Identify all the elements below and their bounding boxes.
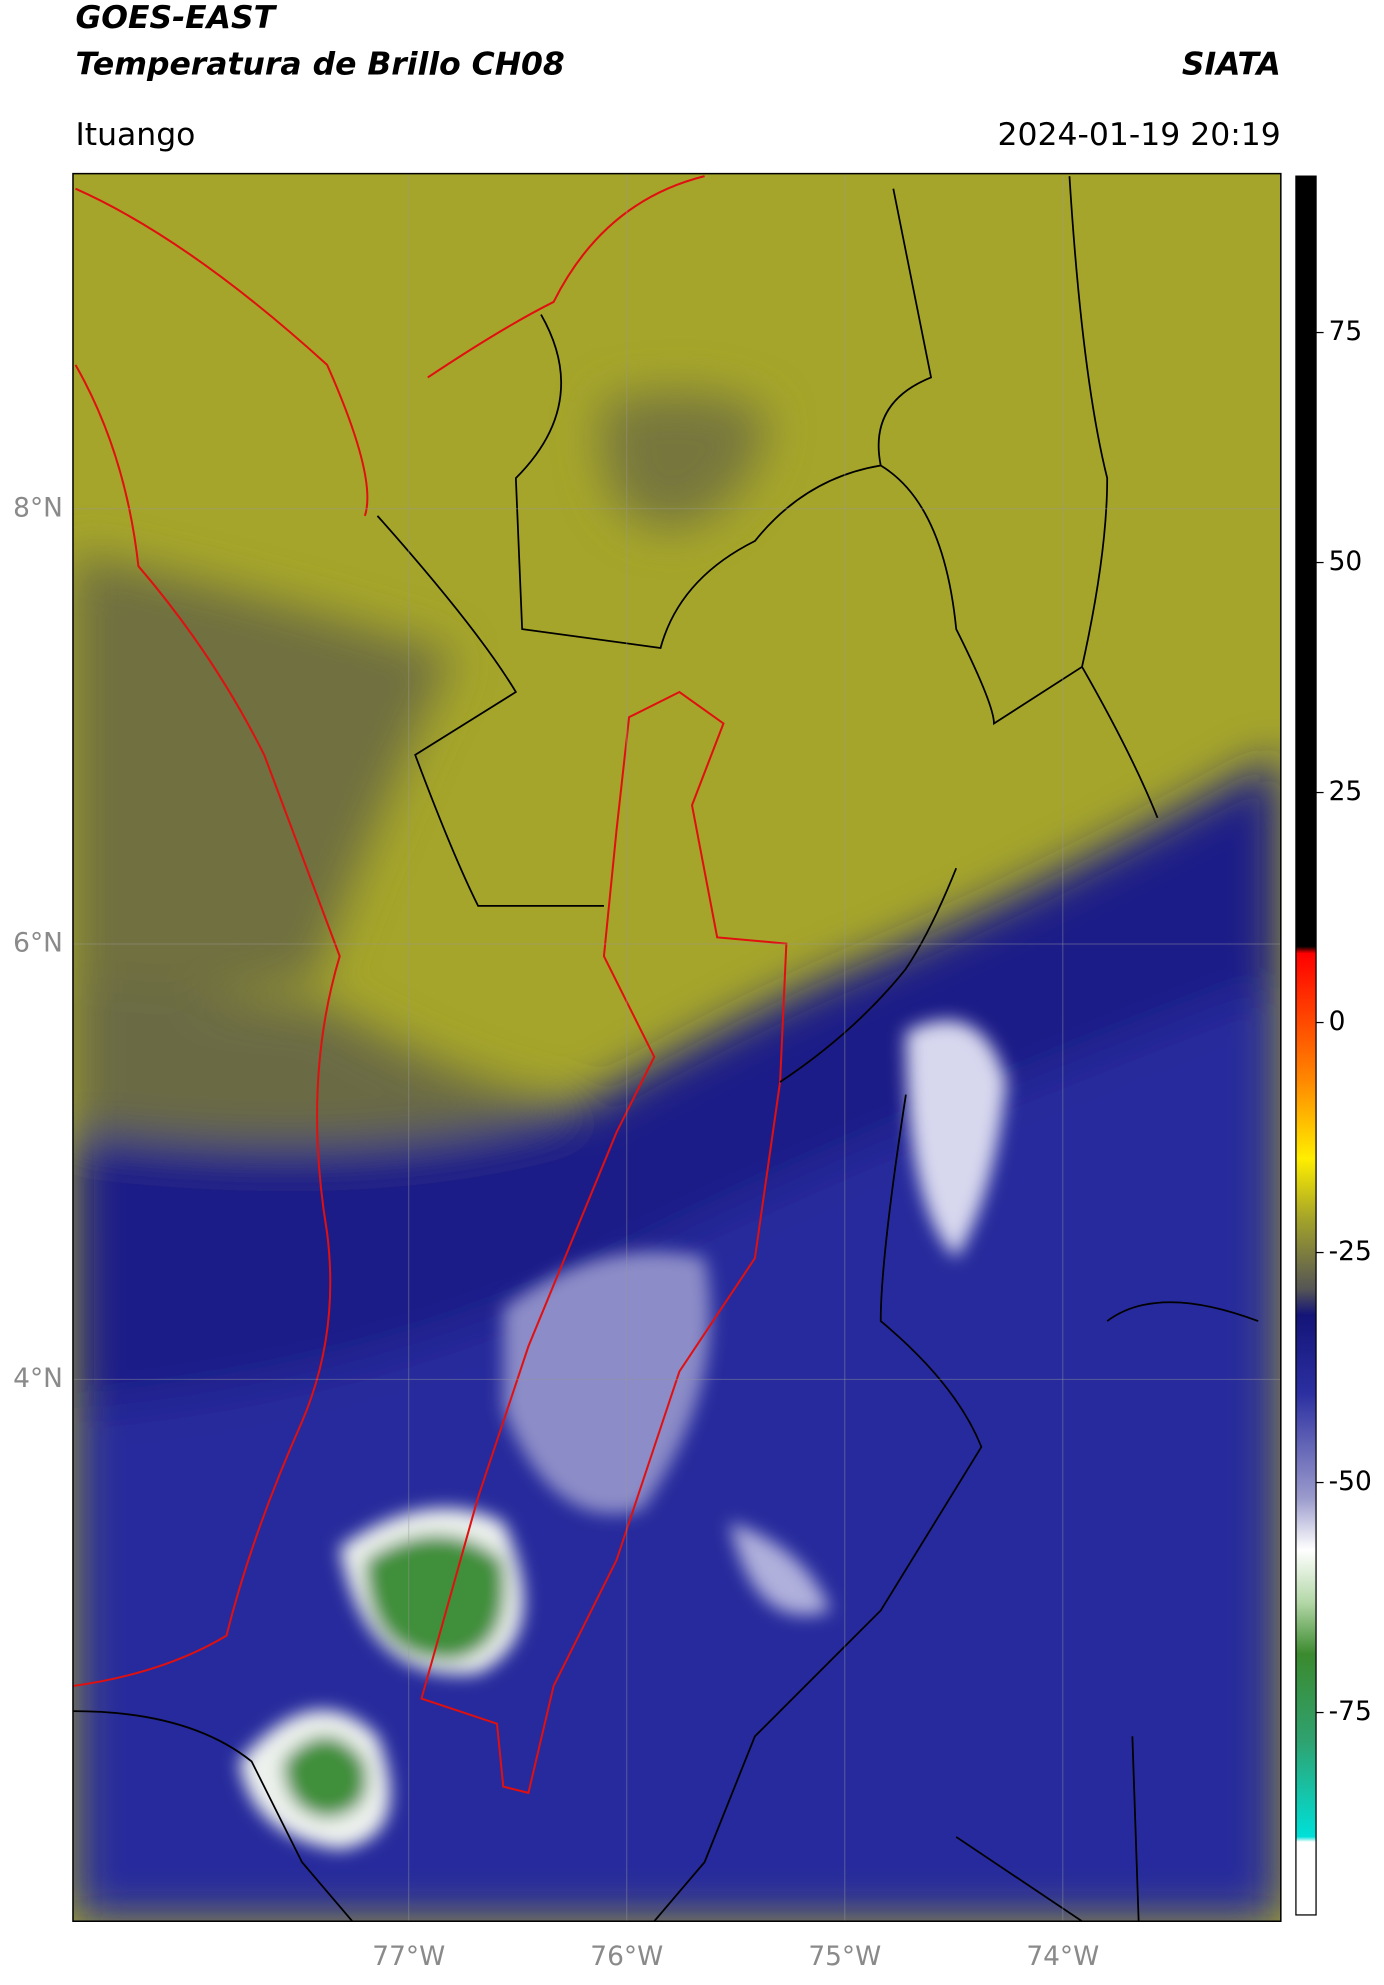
brand: SIATA	[1182, 46, 1281, 82]
colorbar-tick-label: 50	[1329, 546, 1363, 577]
subtitle: Temperatura de Brillo CH08	[75, 46, 564, 82]
colorbar-tick-label: 0	[1329, 1006, 1346, 1037]
colorbar-tick-label: -25	[1329, 1236, 1372, 1267]
lon-label: 75°W	[808, 1941, 881, 1972]
title: GOES-EAST	[75, 0, 277, 36]
colorbar-tick-label: -50	[1329, 1466, 1372, 1497]
location: Ituango	[75, 117, 195, 153]
colorbar-tick-label: -75	[1329, 1696, 1372, 1727]
colorbar	[1295, 175, 1317, 1916]
datetime: 2024-01-19 20:19	[998, 117, 1281, 153]
satellite-image	[72, 173, 1281, 1922]
lon-label: 74°W	[1026, 1941, 1099, 1972]
lon-label: 76°W	[590, 1941, 663, 1972]
lat-label: 6°N	[13, 928, 63, 959]
colorbar-tick-label: 75	[1329, 316, 1363, 347]
lon-label: 77°W	[372, 1941, 445, 1972]
map-frame	[72, 172, 1282, 1922]
lat-label: 4°N	[13, 1363, 63, 1394]
lat-label: 8°N	[13, 492, 63, 523]
colorbar-tick-label: 25	[1329, 776, 1363, 807]
